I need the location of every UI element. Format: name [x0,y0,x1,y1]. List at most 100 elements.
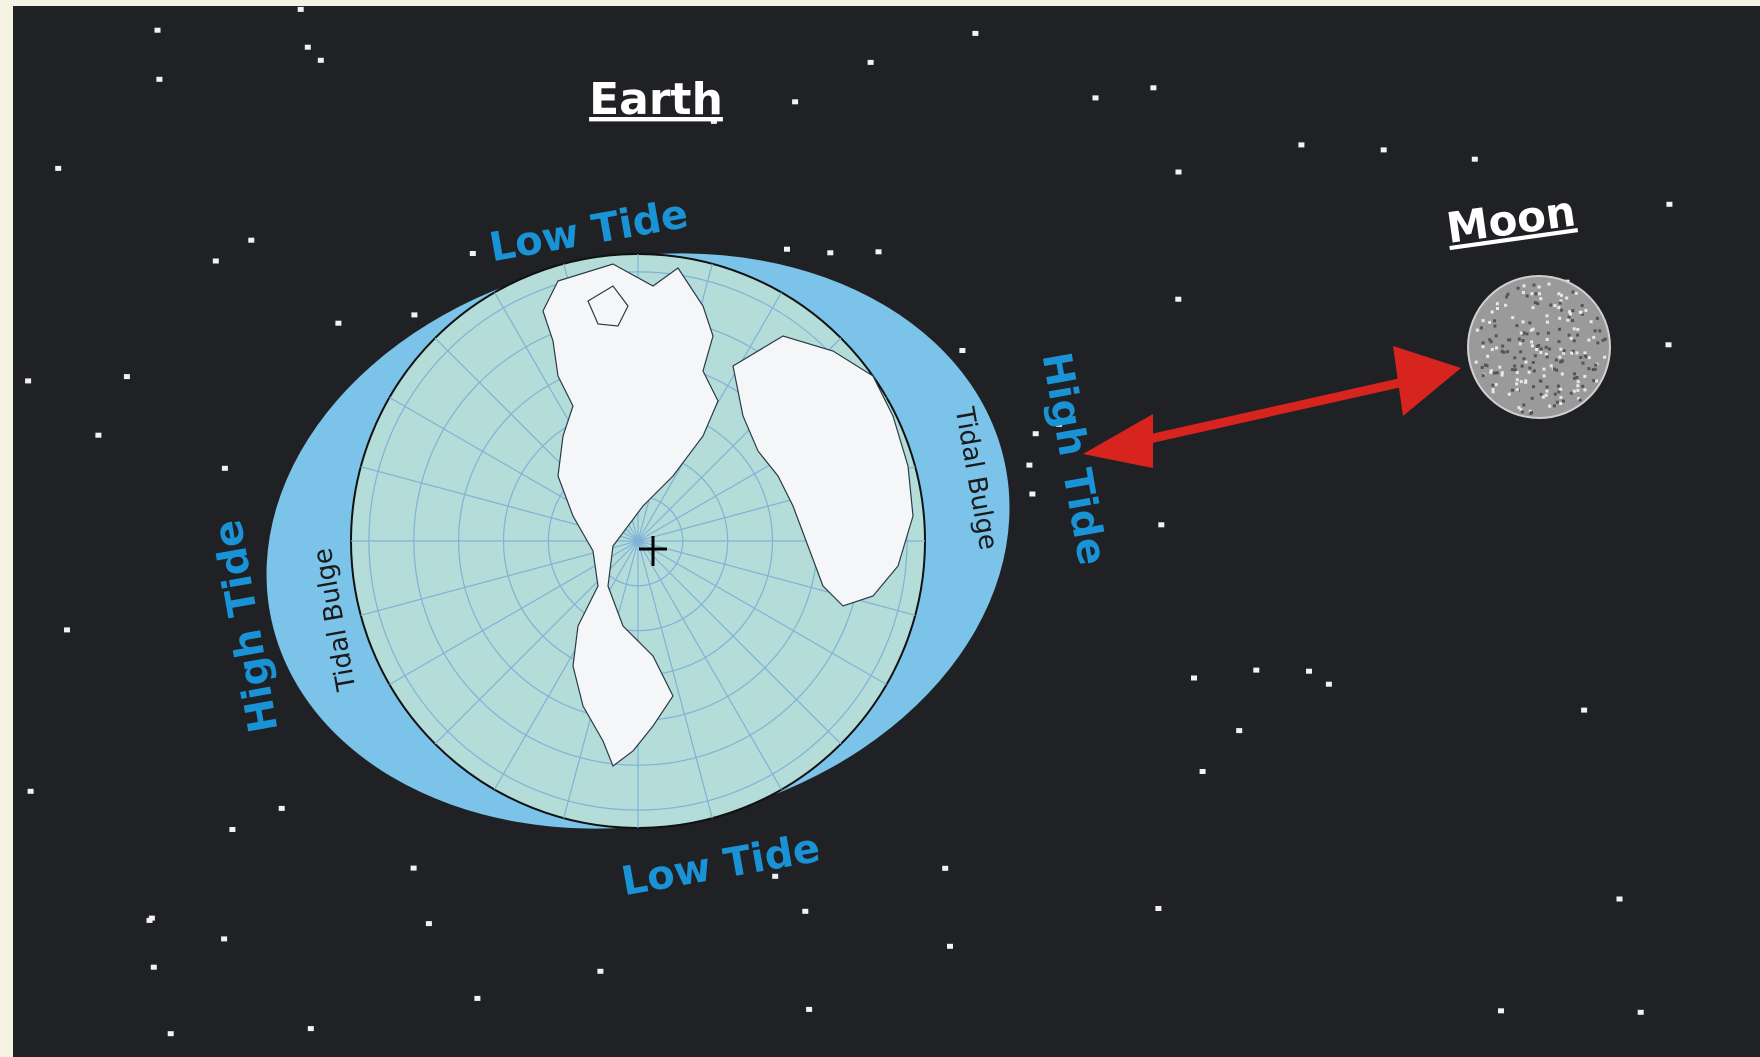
moon-speck [1591,368,1595,372]
moon-speck [1569,391,1573,395]
star [474,995,481,1001]
moon-speck [1576,380,1580,384]
low-tide-bottom-label: Low Tide [618,825,824,905]
moon-speck [1491,383,1495,387]
moon-speck [1576,384,1580,388]
moon-speck [1533,301,1537,304]
moon-speck [1488,320,1492,324]
longitude-line [637,540,916,616]
moon-speck [1513,356,1517,360]
moon-speck [1562,351,1566,355]
tide-diagram-svg: Earth Moon Low Tide Low Tide High Tide H… [25,6,1673,1037]
moon-speck [1584,308,1588,312]
star [25,378,32,384]
moon-speck [1558,316,1562,320]
moon-speck [1515,378,1519,382]
star [1175,296,1182,302]
star [947,943,953,949]
star [827,250,834,256]
moon-speck [1587,356,1591,360]
moon-speck [1519,350,1523,354]
star [959,348,966,353]
moon-speck [1489,370,1493,374]
star [27,788,34,794]
moon-speck [1592,335,1596,339]
moon-speck [1513,368,1517,372]
moon-speck [1557,292,1561,296]
moon-speck [1583,354,1587,357]
moon-speck [1538,292,1541,296]
moon-speck [1506,292,1510,296]
moon-speck [1486,354,1490,358]
moon-speck [1570,351,1574,355]
moon-speck [1559,395,1563,399]
moon-speck [1500,373,1504,377]
moon-speck [1565,296,1569,300]
moon-speck [1571,290,1575,294]
moon-label: Moon [1443,186,1578,253]
star [1298,142,1305,148]
moon-speck [1524,379,1528,383]
moon-speck [1548,404,1552,408]
moon-speck [1603,355,1607,359]
moon-speck [1576,333,1580,337]
star [1150,85,1157,91]
moon-speck [1545,355,1549,359]
star [802,908,809,914]
moon-speck [1559,402,1563,405]
moon-speck [1545,389,1549,393]
moon-speck [1581,361,1585,365]
north-america-landmass [542,263,719,767]
moon-speck [1539,347,1543,351]
moon-speck [1556,384,1560,388]
moon-speck [1521,320,1525,324]
moon-speck [1531,361,1535,364]
moon-speck [1515,388,1519,392]
star [123,374,130,380]
moon-speck [1557,390,1561,394]
moon-speck [1580,304,1584,307]
moon-speck [1560,293,1563,297]
moon-speck [1532,385,1535,389]
star [212,258,219,264]
moon-speck [1505,295,1509,299]
moon-speck [1601,338,1605,342]
star [1306,668,1312,674]
moon-speck [1480,366,1484,369]
star [317,57,324,63]
moon-speck [1498,365,1502,369]
moon-speck [1531,327,1535,331]
moon-speck [1515,324,1519,328]
star [1666,201,1673,207]
moon-speck [1529,328,1533,332]
moon-speck [1558,327,1561,331]
moon-speck [1573,376,1576,380]
moon-speck [1578,398,1582,402]
moon-speck [1522,357,1526,361]
moon-speck [1531,306,1535,310]
moon-speck [1524,380,1528,384]
moon-speck [1481,319,1485,323]
star [221,465,228,471]
moon-speck [1479,326,1483,330]
star [875,249,882,255]
star [972,30,979,36]
star [278,805,285,811]
moon-speck [1522,331,1526,335]
moon-speck [1525,294,1529,298]
star [1498,1008,1504,1014]
star [1325,681,1332,687]
moon-speck [1549,303,1553,307]
moon-speck [1558,301,1562,305]
moon-speck [1557,340,1561,344]
moon-speck [1560,359,1564,363]
moon-speck [1544,393,1548,397]
moon-speck [1481,374,1485,378]
moon-speck [1517,337,1521,341]
moon-speck [1541,395,1545,399]
moon-speck [1495,302,1499,306]
star [1471,156,1478,162]
star [710,118,717,124]
moon-speck [1557,306,1561,310]
moon-speck [1490,348,1494,351]
